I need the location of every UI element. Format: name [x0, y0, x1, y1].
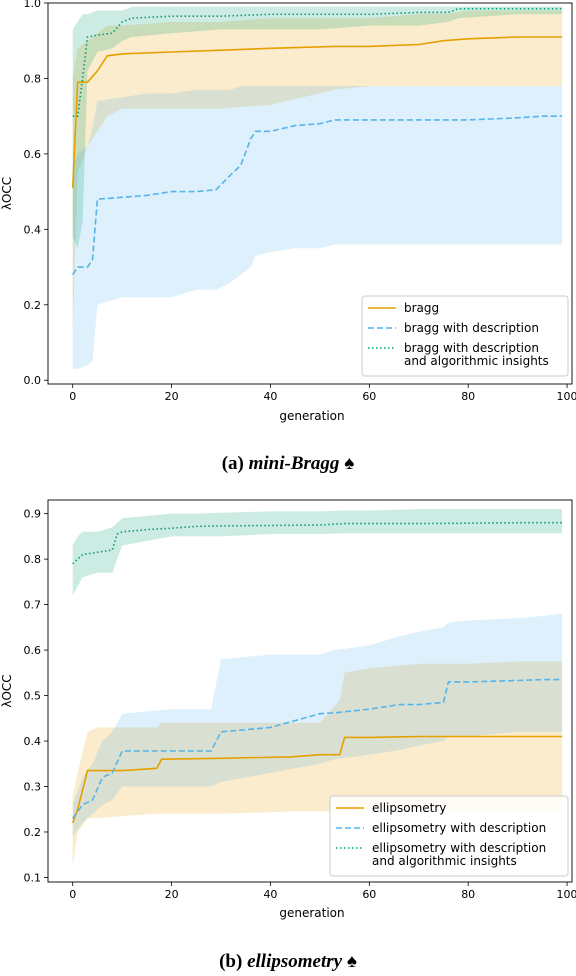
y-tick-label: 1.0 — [24, 0, 42, 10]
x-tick-label: 60 — [362, 888, 376, 901]
series-line-0 — [71, 735, 563, 824]
y-tick-label: 0.6 — [24, 148, 42, 161]
confidence-band-1 — [72, 86, 563, 369]
y-axis-label: λOCC — [0, 177, 14, 210]
legend-box — [329, 795, 569, 877]
legend: ellipsometry ellipsometry with descriptio… — [329, 795, 569, 877]
series-line-1 — [72, 678, 563, 819]
x-tick-label: 20 — [165, 888, 179, 901]
y-tick-label: 0.1 — [24, 871, 42, 884]
legend-box — [361, 295, 569, 377]
confidence-band-0 — [72, 661, 563, 869]
y-tick-label: 0.8 — [24, 72, 42, 85]
legend-label-2: and algorithmic insights — [372, 854, 517, 868]
caption-b-label: (b) — [219, 951, 243, 972]
y-tick-label: 0.8 — [24, 553, 42, 566]
confidence-band-1 — [72, 613, 563, 837]
y-tick-label: 0.6 — [24, 644, 42, 657]
x-tick-label: 40 — [263, 390, 277, 403]
x-tick-label: 80 — [461, 888, 475, 901]
caption-a: (a) mini-Bragg ♠ — [0, 453, 576, 475]
caption-a-name: mini-Bragg — [248, 453, 340, 474]
legend-label-2: bragg with description — [404, 341, 539, 355]
legend-label-2: and algorithmic insights — [404, 354, 549, 368]
caption-b: (b) ellipsometry ♠ — [0, 951, 576, 973]
series-line-0 — [71, 36, 563, 188]
axes-frame — [47, 499, 573, 883]
x-tick-label: 80 — [461, 390, 475, 403]
caption-a-spade-icon: ♠ — [344, 453, 355, 474]
series-line-2 — [72, 521, 563, 565]
axes-frame — [47, 2, 573, 385]
legend-label-1: ellipsometry with description — [372, 821, 546, 835]
series-line-1 — [72, 115, 563, 276]
x-tick-label: 60 — [362, 390, 376, 403]
y-tick-label: 0.7 — [24, 599, 42, 612]
x-tick-label: 20 — [165, 390, 179, 403]
y-tick-label: 0.2 — [24, 826, 42, 839]
y-tick-label: 0.2 — [24, 299, 42, 312]
x-tick-label: 100 — [557, 390, 576, 403]
y-tick-label: 0.0 — [24, 374, 42, 387]
x-tick-label: 100 — [557, 888, 576, 901]
x-tick-label: 0 — [69, 390, 76, 403]
legend-label-0: ellipsometry — [372, 801, 446, 815]
x-axis-label: generation — [279, 409, 344, 423]
y-tick-label: 0.3 — [24, 781, 42, 794]
caption-a-label: (a) — [221, 453, 244, 474]
legend-label-2: ellipsometry with description — [372, 841, 546, 855]
chart-b: 0 20 40 60 80 100 0.1 0.2 0.3 0.4 0.5 0.6 0.7 0.8 0.9 g… — [0, 499, 576, 920]
x-tick-label: 40 — [263, 888, 277, 901]
caption-b-spade-icon: ♠ — [346, 951, 357, 972]
y-tick-label: 0.4 — [24, 223, 42, 236]
y-tick-label: 0.5 — [24, 690, 42, 703]
y-tick-label: 0.9 — [24, 508, 42, 521]
confidence-band-2 — [72, 509, 563, 596]
x-tick-label: 0 — [69, 888, 76, 901]
legend: bragg bragg with description bragg with de… — [361, 295, 569, 377]
legend-label-0: bragg — [404, 301, 439, 315]
chart-a: 0 20 40 60 80 100 0.0 0.2 0.4 0.6 0.8 1.0 generation… — [0, 0, 576, 423]
legend-label-1: bragg with description — [404, 321, 539, 335]
confidence-band-0 — [72, 10, 563, 335]
caption-b-name: ellipsometry — [247, 951, 343, 972]
y-axis-label: λOCC — [0, 674, 14, 707]
confidence-band-2 — [72, 6, 563, 249]
y-tick-label: 0.4 — [24, 735, 42, 748]
x-axis-label: generation — [279, 906, 344, 920]
